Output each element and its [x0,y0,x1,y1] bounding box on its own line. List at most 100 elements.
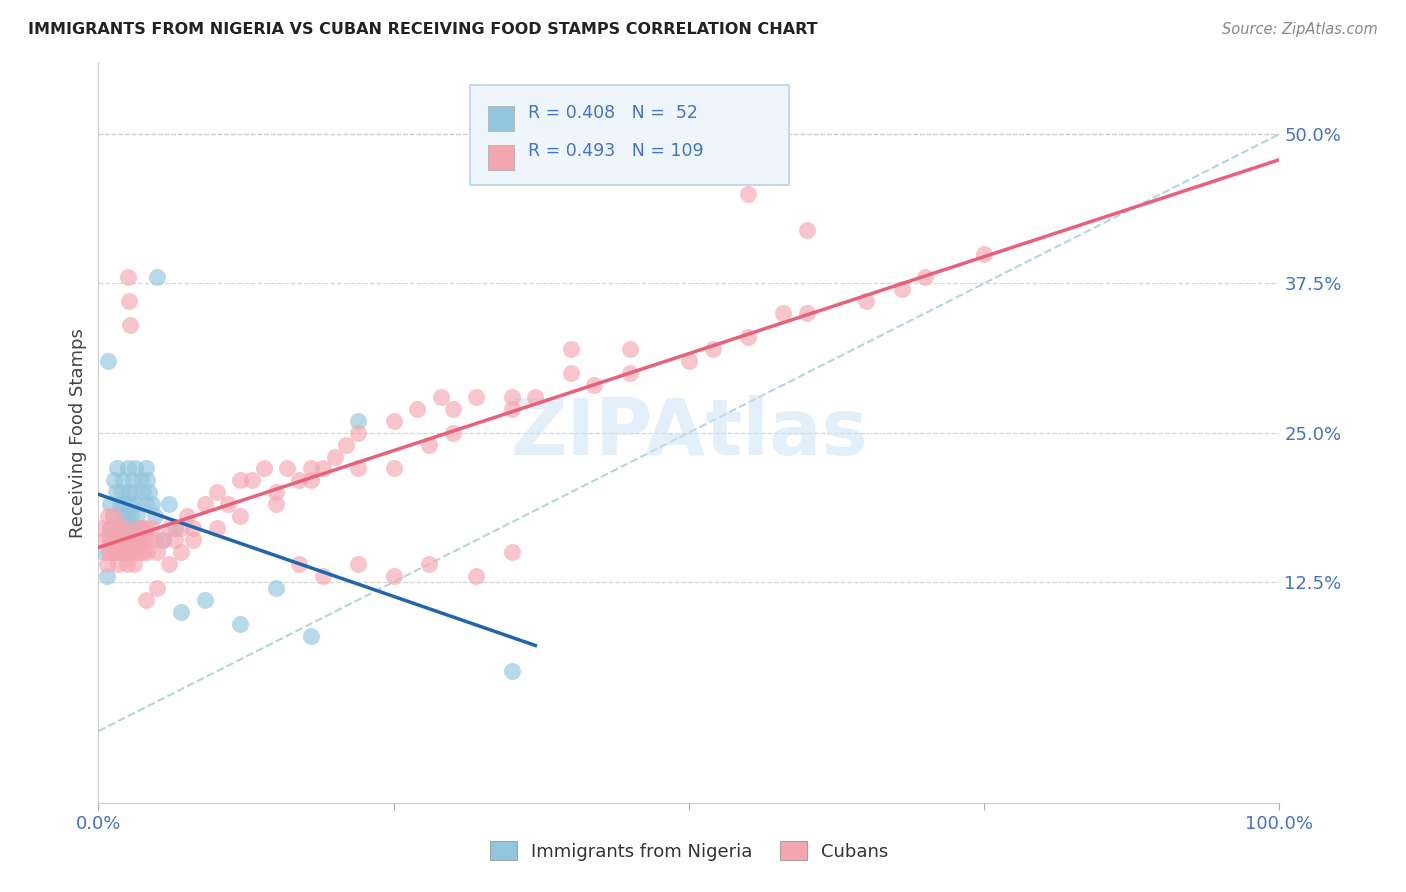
Point [112,545,135,559]
Point [121,545,143,559]
Point [135,592,157,607]
Point [128,533,150,547]
Point [98,533,121,547]
Point [264,581,287,595]
Point [105,545,128,559]
Point [105,485,128,500]
Point [205,485,228,500]
Point [619,342,641,356]
Point [108,533,131,547]
Point [501,401,523,416]
Point [98,545,121,559]
Point [141,521,163,535]
Text: R = 0.493   N = 109: R = 0.493 N = 109 [529,143,704,161]
Point [118,485,141,500]
Point [229,474,252,488]
Point [98,521,121,535]
Point [335,437,357,451]
Point [111,509,134,524]
Point [124,461,146,475]
Point [141,497,163,511]
Point [117,461,139,475]
Point [165,533,187,547]
Point [135,461,157,475]
Point [135,497,157,511]
Point [152,533,174,547]
Point [117,545,139,559]
Point [124,545,146,559]
Point [299,629,322,643]
Point [132,485,155,500]
Point [560,366,582,380]
Point [134,533,156,547]
Point [129,474,152,488]
Point [114,533,136,547]
Point [125,533,148,547]
Point [973,246,995,260]
Point [441,401,464,416]
Text: IMMIGRANTS FROM NIGERIA VS CUBAN RECEIVING FOOD STAMPS CORRELATION CHART: IMMIGRANTS FROM NIGERIA VS CUBAN RECEIVI… [28,22,818,37]
Point [560,342,582,356]
Point [111,545,134,559]
Point [98,521,121,535]
Point [194,592,217,607]
Point [107,557,129,571]
Point [406,401,429,416]
Point [136,533,159,547]
Point [96,557,118,571]
Point [299,461,322,475]
Point [105,521,128,535]
Point [101,533,124,547]
Point [129,533,152,547]
Point [98,497,121,511]
Point [288,557,311,571]
Point [103,474,125,488]
Point [108,497,131,511]
Text: ZIPAtlas: ZIPAtlas [510,394,868,471]
Point [312,461,335,475]
Point [430,390,453,404]
Point [93,545,115,559]
FancyBboxPatch shape [488,145,515,169]
Point [131,521,153,535]
Point [181,533,204,547]
Point [323,450,346,464]
Point [240,474,263,488]
Point [118,294,141,309]
Point [465,390,488,404]
Point [120,497,142,511]
Point [97,509,120,524]
Point [127,521,149,535]
Point [229,616,252,631]
Point [347,461,370,475]
Point [264,497,287,511]
Point [205,521,228,535]
Point [678,354,700,368]
Point [112,521,135,535]
Point [105,521,128,535]
Point [111,545,134,559]
Point [157,497,180,511]
Point [105,533,128,547]
Point [181,521,204,535]
Point [143,509,166,524]
Point [702,342,724,356]
Point [170,521,193,535]
Point [138,485,160,500]
Point [117,521,139,535]
Point [619,366,641,380]
Point [312,569,335,583]
Point [128,545,150,559]
Point [110,521,132,535]
Point [122,521,145,535]
Point [122,485,145,500]
Point [170,605,193,619]
Point [772,306,794,320]
Point [347,425,370,440]
Point [152,533,174,547]
Text: Source: ZipAtlas.com: Source: ZipAtlas.com [1222,22,1378,37]
Point [501,545,523,559]
Point [111,485,134,500]
Point [146,270,169,285]
Point [737,186,759,201]
